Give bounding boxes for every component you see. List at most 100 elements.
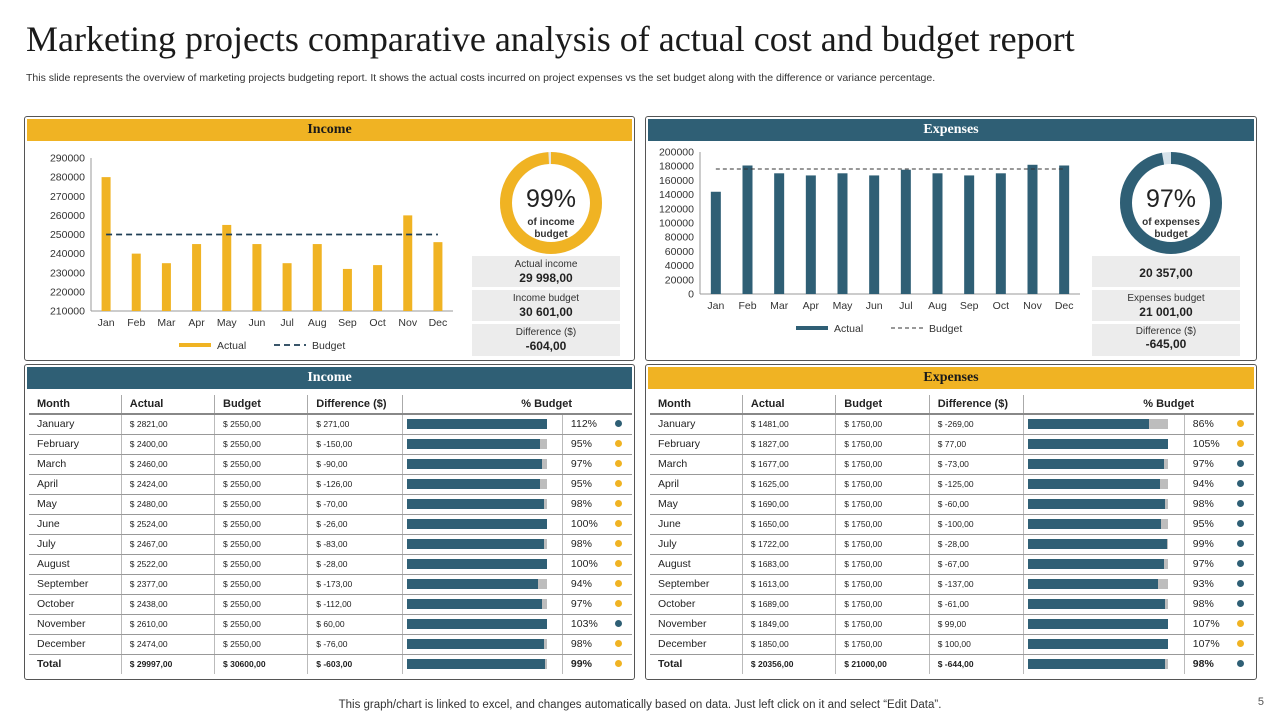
cell-actual: $ 1722,00 [742, 534, 837, 555]
x-tick-label: Aug [308, 317, 327, 329]
x-tick-label: Jun [866, 300, 883, 312]
cell-month: November [29, 614, 122, 635]
cell-month: July [29, 534, 122, 555]
progress-bar-fill [1028, 499, 1166, 509]
progress-bar-track [406, 579, 547, 589]
cell-difference: $ 100,00 [929, 634, 1025, 655]
cell-actual: $ 1625,00 [742, 474, 837, 495]
cell-month: April [650, 474, 743, 495]
bar-actual-dec [1059, 165, 1070, 294]
cell-budget: $ 1750,00 [835, 574, 930, 595]
cell-difference: $ -126,00 [307, 474, 403, 495]
cell-actual: $ 1690,00 [742, 494, 837, 515]
status-dot-icon [1237, 440, 1245, 447]
table-row: March $ 1677,00 $ 1750,00 $ -73,00 97% [650, 454, 1254, 475]
cell-percent: 99% [1184, 534, 1228, 555]
cell-budget: $ 2550,00 [214, 494, 309, 515]
cell-actual: $ 2400,00 [121, 434, 216, 455]
x-tick-label: Feb [738, 300, 756, 312]
x-tick-label: Nov [398, 317, 417, 329]
status-dot-icon [1237, 600, 1245, 607]
y-tick-label: 250000 [50, 229, 85, 241]
cell-progress [402, 554, 563, 575]
legend-actual-label: Actual [834, 323, 863, 335]
cell-percent: 100% [562, 554, 606, 575]
cell-actual: $ 2424,00 [121, 474, 216, 495]
column-header: Difference ($) [307, 395, 403, 415]
table-row: February $ 2400,00 $ 2550,00 $ -150,00 95% [29, 434, 632, 455]
progress-bar-fill [406, 499, 544, 509]
table-header-row: Month Actual Budget Difference ($)% Budget [650, 395, 1254, 415]
cell-progress [1023, 414, 1185, 435]
page-subtitle: This slide represents the overview of ma… [26, 72, 936, 84]
y-tick-label: 200000 [659, 147, 694, 159]
status-dot-icon [1237, 420, 1245, 428]
table-row: September $ 1613,00 $ 1750,00 $ -137,00 93% [650, 574, 1254, 595]
cell-percent: 105% [1184, 434, 1228, 455]
cell-status [605, 514, 632, 535]
cell-budget: $ 2550,00 [214, 554, 309, 575]
cell-month: June [29, 514, 122, 535]
x-tick-label: Oct [369, 317, 385, 329]
cell-progress [1023, 594, 1185, 615]
cell-budget: $ 1750,00 [835, 614, 930, 635]
income-donut-pct: 99% [526, 185, 576, 213]
cell-actual: $ 1613,00 [742, 574, 837, 595]
status-dot-icon [615, 640, 623, 647]
cell-month: January [29, 414, 122, 435]
income-table-header: Income [27, 367, 632, 389]
cell-actual: $ 2524,00 [121, 514, 216, 535]
y-tick-label: 100000 [659, 218, 694, 230]
cell-status [605, 614, 632, 635]
x-tick-label: Dec [1055, 300, 1074, 312]
legend-actual-label: Actual [217, 340, 246, 352]
x-tick-label: Apr [188, 317, 205, 329]
table-row: June $ 2524,00 $ 2550,00 $ -26,00 100% [29, 514, 632, 535]
cell-difference: $ 77,00 [929, 434, 1025, 455]
cell-month: November [650, 614, 743, 635]
cell-percent: 95% [562, 474, 606, 495]
y-tick-label: 140000 [659, 189, 694, 201]
progress-bar-fill [1028, 539, 1167, 549]
cell-percent: 95% [1184, 514, 1228, 535]
cell-month: August [29, 554, 122, 575]
cell-status [1227, 474, 1254, 495]
cell-percent: 98% [562, 634, 606, 655]
progress-bar-fill [406, 599, 543, 609]
cell-status [605, 594, 632, 615]
cell-budget: $ 2550,00 [214, 434, 309, 455]
cell-budget: $ 1750,00 [835, 634, 930, 655]
progress-bar-track [406, 539, 547, 549]
x-tick-label: Jul [280, 317, 293, 329]
bar-actual-jan [101, 177, 111, 311]
table-header-row: Month Actual Budget Difference ($)% Budget [29, 395, 632, 415]
progress-bar-track [406, 659, 547, 670]
stat-actual-income: Actual income 29 998,00 [472, 256, 620, 287]
expenses-donut-arc [1120, 152, 1222, 254]
progress-bar-fill [406, 539, 544, 549]
x-tick-label: Jan [707, 300, 724, 312]
cell-budget: $ 1750,00 [835, 414, 930, 435]
expenses-bar-chart[interactable]: 2000001800001600001400001200001000008000… [648, 143, 1088, 358]
progress-bar-fill [1028, 599, 1166, 609]
bar-actual-mar [774, 173, 785, 294]
stat-value: 30 601,00 [519, 305, 573, 319]
cell-percent: 103% [562, 614, 606, 635]
status-dot-icon [615, 460, 623, 467]
status-dot-icon [615, 420, 623, 428]
y-tick-label: 230000 [50, 267, 85, 279]
cell-progress [1023, 614, 1185, 635]
income-bar-chart[interactable]: 290000 280000 270000 260000 250000 240000 2300… [27, 143, 467, 358]
x-tick-label: Mar [770, 300, 789, 312]
progress-bar-track [1028, 519, 1169, 529]
table-row: April $ 2424,00 $ 2550,00 $ -126,00 95% [29, 474, 632, 495]
cell-month: December [29, 634, 122, 655]
status-dot-icon [615, 540, 623, 547]
cell-month: March [29, 454, 122, 475]
page-number: 5 [1257, 696, 1264, 708]
cell-actual: $ 1689,00 [742, 594, 837, 615]
cell-month: May [650, 494, 743, 515]
cell-budget: $ 1750,00 [835, 534, 930, 555]
x-tick-label: Aug [928, 300, 947, 312]
cell-status [1228, 654, 1254, 674]
